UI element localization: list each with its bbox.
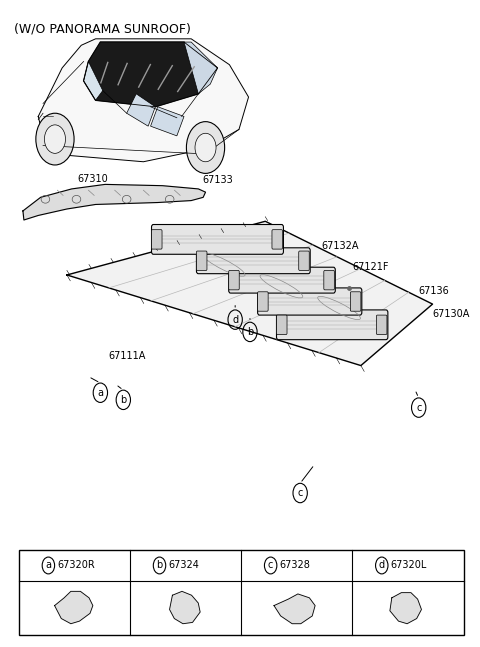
Polygon shape [151,107,184,136]
Text: d: d [379,560,385,571]
FancyBboxPatch shape [258,288,362,315]
FancyBboxPatch shape [324,270,335,290]
Text: 67328: 67328 [280,560,311,571]
FancyBboxPatch shape [152,225,283,254]
Polygon shape [38,39,249,162]
Text: 67130A: 67130A [432,309,470,320]
Text: d: d [232,314,238,325]
Circle shape [186,122,225,173]
Text: c: c [268,560,273,571]
FancyBboxPatch shape [276,310,388,340]
FancyBboxPatch shape [196,251,207,270]
FancyBboxPatch shape [152,230,162,249]
Polygon shape [84,42,217,107]
Polygon shape [184,42,217,94]
Text: c: c [298,488,303,498]
Circle shape [45,125,65,153]
Polygon shape [390,593,421,624]
Text: 67132A: 67132A [322,241,359,251]
Circle shape [36,113,74,165]
Text: b: b [156,560,163,571]
Text: b: b [247,327,253,337]
FancyBboxPatch shape [196,248,310,274]
FancyBboxPatch shape [228,267,336,293]
Text: 67111A: 67111A [108,351,145,361]
FancyBboxPatch shape [299,251,309,270]
Polygon shape [84,61,103,100]
FancyBboxPatch shape [376,315,387,334]
Text: 67310: 67310 [78,173,108,184]
FancyBboxPatch shape [258,292,268,311]
Text: 67121F: 67121F [353,262,389,272]
FancyBboxPatch shape [228,270,239,290]
Polygon shape [127,94,156,126]
Polygon shape [67,221,432,366]
Text: b: b [120,395,126,405]
Polygon shape [169,591,200,624]
Text: 67133: 67133 [202,175,233,185]
Polygon shape [274,594,315,624]
FancyBboxPatch shape [350,292,361,311]
FancyBboxPatch shape [272,230,282,249]
FancyBboxPatch shape [276,315,287,334]
Circle shape [195,133,216,162]
Text: 67324: 67324 [168,560,200,571]
Text: (W/O PANORAMA SUNROOF): (W/O PANORAMA SUNROOF) [14,23,191,36]
Text: 67320R: 67320R [58,560,95,571]
Polygon shape [23,184,205,220]
Text: 67320L: 67320L [391,560,427,571]
Text: a: a [97,388,103,398]
Polygon shape [55,591,93,624]
Text: c: c [416,402,421,413]
Text: a: a [46,560,51,571]
Text: 67136: 67136 [418,286,449,296]
